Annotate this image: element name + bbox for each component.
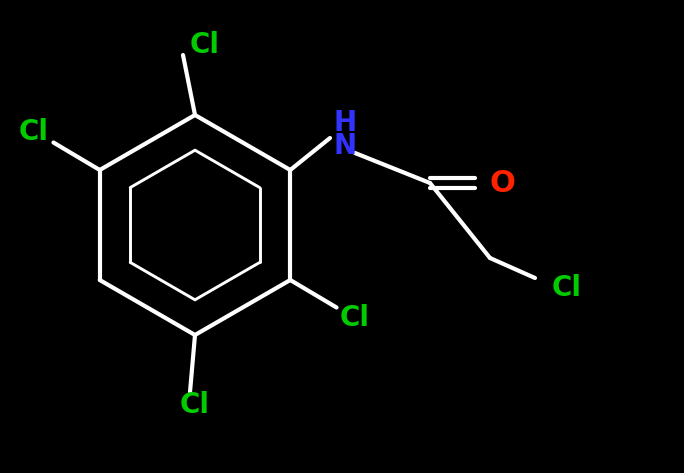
Text: Cl: Cl xyxy=(180,391,210,419)
Text: Cl: Cl xyxy=(339,304,369,332)
Text: H: H xyxy=(333,109,356,137)
Text: Cl: Cl xyxy=(552,274,582,302)
Text: N: N xyxy=(333,132,356,160)
Text: Cl: Cl xyxy=(18,119,49,147)
Text: O: O xyxy=(489,168,515,198)
Text: Cl: Cl xyxy=(190,31,220,59)
